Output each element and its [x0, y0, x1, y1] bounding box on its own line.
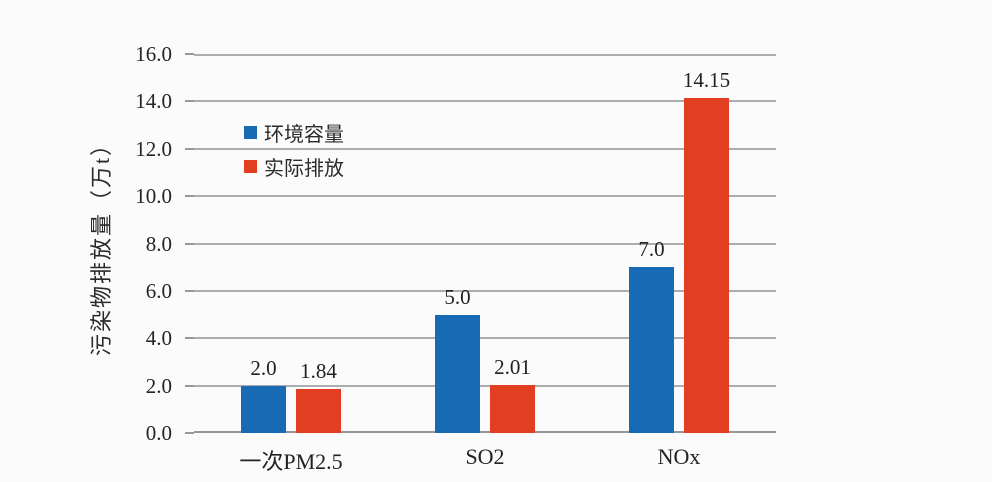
category-label: 一次PM2.5 — [239, 449, 343, 474]
legend: 环境容量 实际排放 — [244, 118, 344, 186]
y-tick-label: 2.0 — [145, 373, 172, 398]
legend-swatch-blue-icon — [244, 125, 257, 139]
bar-value-label: 1.84 — [300, 359, 337, 384]
category-label: NOx — [657, 444, 701, 469]
y-tick-label: 16.0 — [135, 42, 172, 66]
bar — [629, 267, 674, 433]
gridline — [194, 147, 776, 150]
legend-label-emission: 实际排放 — [264, 157, 344, 180]
y-tick-mark — [185, 289, 194, 292]
y-tick-mark — [185, 432, 194, 434]
bar — [241, 385, 286, 433]
x-axis-line — [194, 431, 776, 433]
legend-item-emission: 实际排放 — [244, 152, 344, 180]
bar — [684, 97, 729, 433]
gridline — [194, 384, 776, 387]
plot-area: 环境容量 实际排放 2.0 1.84 5.0 2.01 7.0 14.15 — [194, 54, 776, 433]
bar-value-label: 7.0 — [638, 237, 665, 262]
y-tick-mark — [185, 147, 194, 150]
y-tick-mark — [185, 242, 194, 245]
category-label: SO2 — [465, 444, 505, 469]
gridline — [194, 54, 776, 56]
gridline — [194, 195, 776, 198]
y-tick-label: 8.0 — [145, 231, 172, 256]
gridline — [194, 337, 776, 340]
gridline — [194, 289, 776, 292]
legend-label-capacity: 环境容量 — [264, 123, 344, 146]
y-tick-label: 4.0 — [145, 326, 172, 351]
legend-item-capacity: 环境容量 — [244, 118, 344, 146]
y-tick-label: 14.0 — [135, 89, 172, 114]
bar-value-label: 5.0 — [444, 284, 471, 309]
gridline — [194, 100, 776, 103]
bar-value-label: 2.01 — [494, 355, 531, 380]
bar — [296, 389, 341, 433]
y-tick-mark — [185, 384, 194, 387]
bar-value-label: 2.0 — [250, 355, 277, 380]
y-tick-label: 6.0 — [145, 278, 172, 303]
y-tick-label: 0.0 — [145, 421, 172, 445]
y-tick-label: 12.0 — [135, 136, 172, 161]
bar — [435, 314, 480, 433]
y-tick-mark — [185, 100, 194, 103]
y-tick-mark — [185, 195, 194, 198]
bar — [490, 385, 535, 433]
bar-value-label: 14.15 — [682, 67, 731, 92]
gridline — [194, 242, 776, 245]
y-tick-label: 10.0 — [135, 184, 172, 209]
y-tick-mark — [185, 337, 194, 340]
y-tick-mark — [185, 53, 194, 55]
legend-swatch-red-icon — [244, 159, 257, 173]
